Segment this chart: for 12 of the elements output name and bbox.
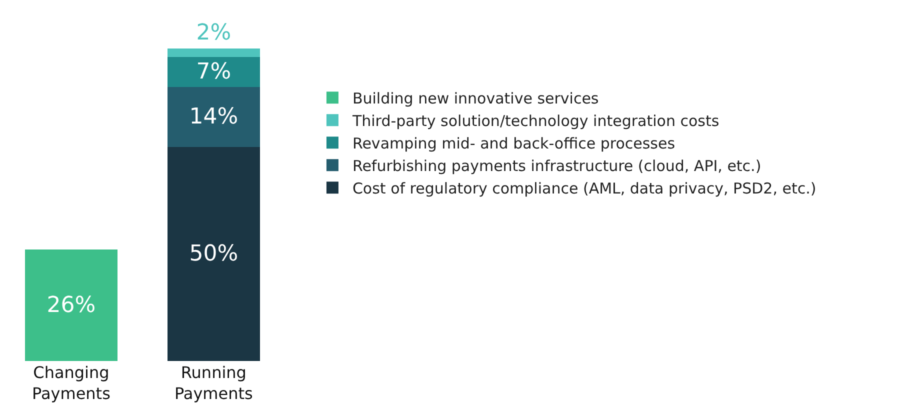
- x-tick-label: Running Payments: [174, 363, 253, 403]
- data-label: 50%: [189, 241, 238, 266]
- data-label: 14%: [189, 104, 238, 130]
- legend-label: Refurbishing payments infrastructure (cloud, API, etc.): [352, 156, 762, 175]
- x-tick-label: Changing Payments: [32, 363, 110, 403]
- data-label: 26%: [46, 292, 96, 318]
- data-label: 2%: [196, 20, 232, 46]
- legend-label: Building new innovative services: [352, 89, 599, 108]
- legend-label: Third-party solution/technology integration costs: [351, 112, 720, 130]
- data-label: 7%: [196, 59, 232, 84]
- legend-label: Revamping mid- and back-office processes: [352, 134, 676, 152]
- legend-label: Cost of regulatory compliance (AML, data privacy, PSD2, etc.): [352, 179, 816, 198]
